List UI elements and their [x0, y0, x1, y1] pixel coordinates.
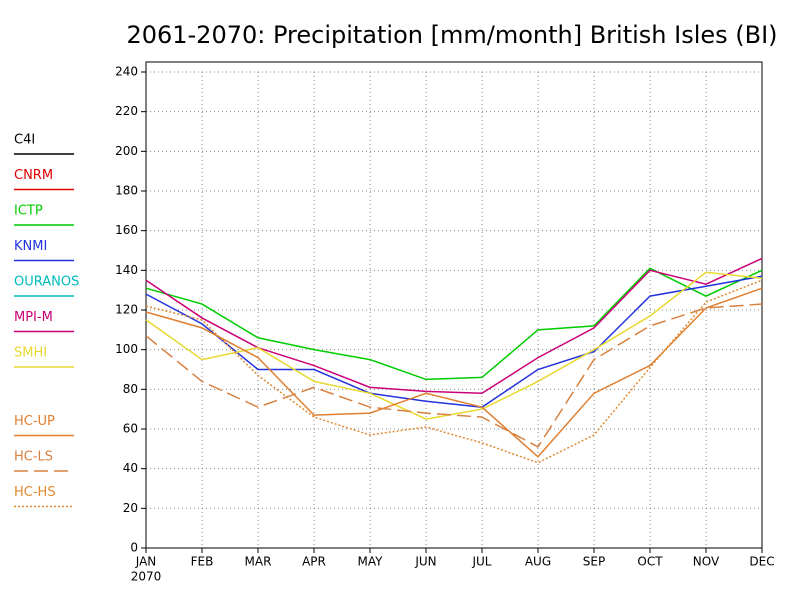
y-tick-label: 40 [123, 461, 138, 475]
legend-label: CNRM [14, 168, 53, 183]
y-tick-label: 0 [130, 541, 138, 555]
legend-label: OURANOS [14, 275, 79, 290]
series-line [145, 257, 763, 395]
legend-label: HC-HS [14, 485, 56, 500]
y-tick-label: 120 [115, 303, 138, 317]
series-line [145, 275, 763, 408]
x-tick-label: AUG [525, 555, 551, 569]
legend-label: SMHI [14, 346, 47, 361]
x-tick-label: MAR [245, 555, 272, 569]
plot-frame [145, 61, 763, 549]
y-tick-label: 200 [115, 144, 138, 158]
x-tick-label: JUL [471, 555, 491, 569]
chart-title: 2061-2070: Precipitation [mm/month] Brit… [126, 21, 777, 49]
x-tick-label: OCT [637, 555, 663, 569]
x-tick-label: JUN [414, 555, 436, 569]
x-tick-label: MAY [358, 555, 384, 569]
x-tick-label: SEP [583, 555, 605, 569]
x-tick-label: NOV [693, 555, 720, 569]
y-tick-label: 140 [115, 263, 138, 277]
legend-label: KNMI [14, 239, 47, 254]
year-label: 2070 [131, 570, 162, 584]
y-tick-label: 20 [123, 501, 138, 515]
legend-label: HC-UP [14, 414, 55, 429]
x-tick-label: DEC [749, 555, 774, 569]
series-line [145, 303, 763, 448]
x-tick-label: APR [302, 555, 326, 569]
y-tick-label: 220 [115, 104, 138, 118]
x-tick-label: FEB [191, 555, 214, 569]
legend-label: MPI-M [14, 310, 53, 325]
y-tick-label: 100 [115, 342, 138, 356]
y-tick-label: 80 [123, 382, 138, 396]
y-tick-label: 60 [123, 422, 138, 436]
y-tick-label: 240 [115, 65, 138, 79]
series-line [145, 271, 763, 420]
x-tick-label: JAN [135, 555, 157, 569]
y-tick-label: 180 [115, 184, 138, 198]
legend-label: C4I [14, 133, 35, 148]
y-tick-label: 160 [115, 223, 138, 237]
legend-label: HC-LS [14, 450, 53, 465]
legend-label: ICTP [14, 204, 43, 219]
